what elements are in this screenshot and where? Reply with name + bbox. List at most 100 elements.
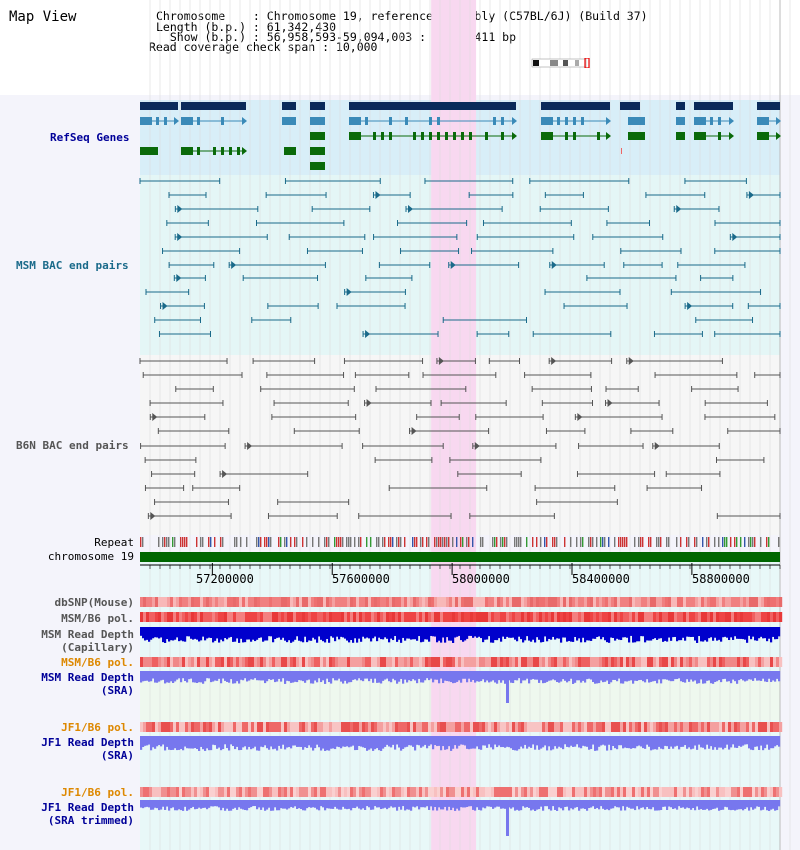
polymorphism-cell — [614, 657, 618, 667]
gene-exon — [597, 132, 600, 140]
track-label-jf1-depth-sra[interactable]: JF1 Read Depth — [41, 736, 134, 749]
depth-bar — [430, 800, 433, 807]
dbsnp-cell — [179, 597, 183, 607]
polymorphism-cell — [707, 722, 711, 732]
depth-bar — [528, 736, 531, 747]
depth-bar — [460, 627, 463, 641]
depth-bar — [426, 736, 429, 749]
dbsnp-cell — [434, 597, 438, 607]
track-label-jf1-depth-trimmed[interactable]: JF1 Read Depth — [41, 801, 134, 814]
dbsnp-cell — [743, 597, 747, 607]
depth-bar — [166, 627, 169, 640]
polymorphism-cell — [371, 657, 375, 667]
dbsnp-cell — [566, 597, 570, 607]
polymorphism-cell — [473, 787, 477, 797]
depth-bar — [590, 671, 593, 680]
depth-bar — [380, 736, 383, 751]
polymorphism-cell — [584, 722, 588, 732]
polymorphism-cell — [716, 612, 720, 622]
polymorphism-cell — [470, 612, 474, 622]
depth-bar — [526, 671, 529, 679]
region-highlight — [431, 0, 477, 850]
polymorphism-cell — [284, 657, 288, 667]
dbsnp-cell — [518, 597, 522, 607]
depth-bar — [744, 671, 747, 682]
depth-bar — [166, 671, 169, 683]
track-label-refseq[interactable]: RefSeq Genes — [50, 131, 130, 144]
depth-bar — [474, 627, 477, 637]
repeat-feature — [666, 537, 668, 547]
track-label-dbsnp[interactable]: dbSNP(Mouse) — [54, 596, 134, 609]
polymorphism-cell — [407, 657, 411, 667]
dbsnp-cell — [290, 597, 294, 607]
dbsnp-cell — [431, 597, 435, 607]
track-label-msm-bac[interactable]: MSM BAC end pairs — [16, 259, 129, 272]
polymorphism-cell — [494, 657, 498, 667]
depth-bar — [246, 800, 249, 811]
depth-bar — [658, 627, 661, 639]
polymorphism-cell — [356, 657, 360, 667]
track-label-msm-b6-pol-2[interactable]: MSM/B6 pol. — [61, 656, 134, 669]
polymorphism-cell — [446, 722, 450, 732]
polymorphism-cell — [197, 657, 201, 667]
gene-exon — [501, 132, 504, 140]
polymorphism-cell — [260, 722, 264, 732]
strand-arrow — [177, 233, 183, 241]
depth-bar — [260, 800, 263, 810]
depth-bar — [322, 800, 325, 808]
polymorphism-cell — [740, 787, 744, 797]
chromosome-ideogram[interactable] — [530, 53, 590, 69]
depth-bar — [654, 671, 657, 681]
track-label-jf1-b6-pol-2[interactable]: JF1/B6 pol. — [61, 786, 134, 799]
track-label-b6n-bac[interactable]: B6N BAC end pairs — [16, 439, 129, 452]
depth-bar — [502, 800, 505, 809]
depth-bar — [578, 671, 581, 681]
polymorphism-cell — [635, 722, 639, 732]
repeat-feature — [650, 537, 652, 547]
depth-bar — [454, 736, 457, 746]
depth-bar — [582, 800, 585, 809]
depth-bar — [612, 800, 615, 809]
gene-exon — [757, 132, 769, 140]
depth-bar — [444, 736, 447, 750]
depth-bar — [204, 671, 207, 682]
polymorphism-cell — [770, 787, 774, 797]
polymorphism-cell — [707, 787, 711, 797]
depth-bar — [438, 627, 441, 641]
depth-bar — [222, 627, 225, 642]
polymorphism-cell — [629, 722, 633, 732]
polymorphism-cell — [548, 787, 552, 797]
depth-bar — [202, 671, 205, 684]
depth-bar — [338, 736, 341, 748]
depth-bar — [464, 627, 467, 641]
depth-bar — [384, 671, 387, 680]
depth-bar — [732, 800, 735, 810]
track-label-msm-depth-capillary[interactable]: MSM Read Depth — [41, 628, 134, 641]
depth-bar — [564, 627, 567, 638]
depth-bar — [218, 800, 221, 808]
depth-bar — [410, 736, 413, 746]
track-label-jf1-b6-pol[interactable]: JF1/B6 pol. — [61, 721, 134, 734]
polymorphism-cell — [188, 612, 192, 622]
polymorphism-cell — [380, 612, 384, 622]
depth-bar — [404, 627, 407, 641]
track-label-msm-depth-sra[interactable]: MSM Read Depth — [41, 671, 134, 684]
depth-bar — [238, 671, 241, 684]
depth-bar — [172, 671, 175, 684]
depth-bar — [178, 671, 181, 679]
depth-bar — [528, 800, 531, 808]
depth-bar — [696, 736, 699, 750]
dbsnp-cell — [701, 597, 705, 607]
depth-bar — [490, 736, 493, 748]
depth-bar — [318, 736, 321, 748]
strand-arrow — [748, 191, 754, 199]
polymorphism-cell — [686, 722, 690, 732]
depth-bar — [252, 736, 255, 749]
depth-bar — [510, 736, 513, 749]
track-label-msm-b6-pol[interactable]: MSM/B6 pol. — [61, 612, 134, 625]
depth-bar — [336, 627, 339, 637]
polymorphism-cell — [608, 657, 612, 667]
polymorphism-cell — [710, 722, 714, 732]
track-label-repeat: Repeat — [94, 536, 134, 549]
